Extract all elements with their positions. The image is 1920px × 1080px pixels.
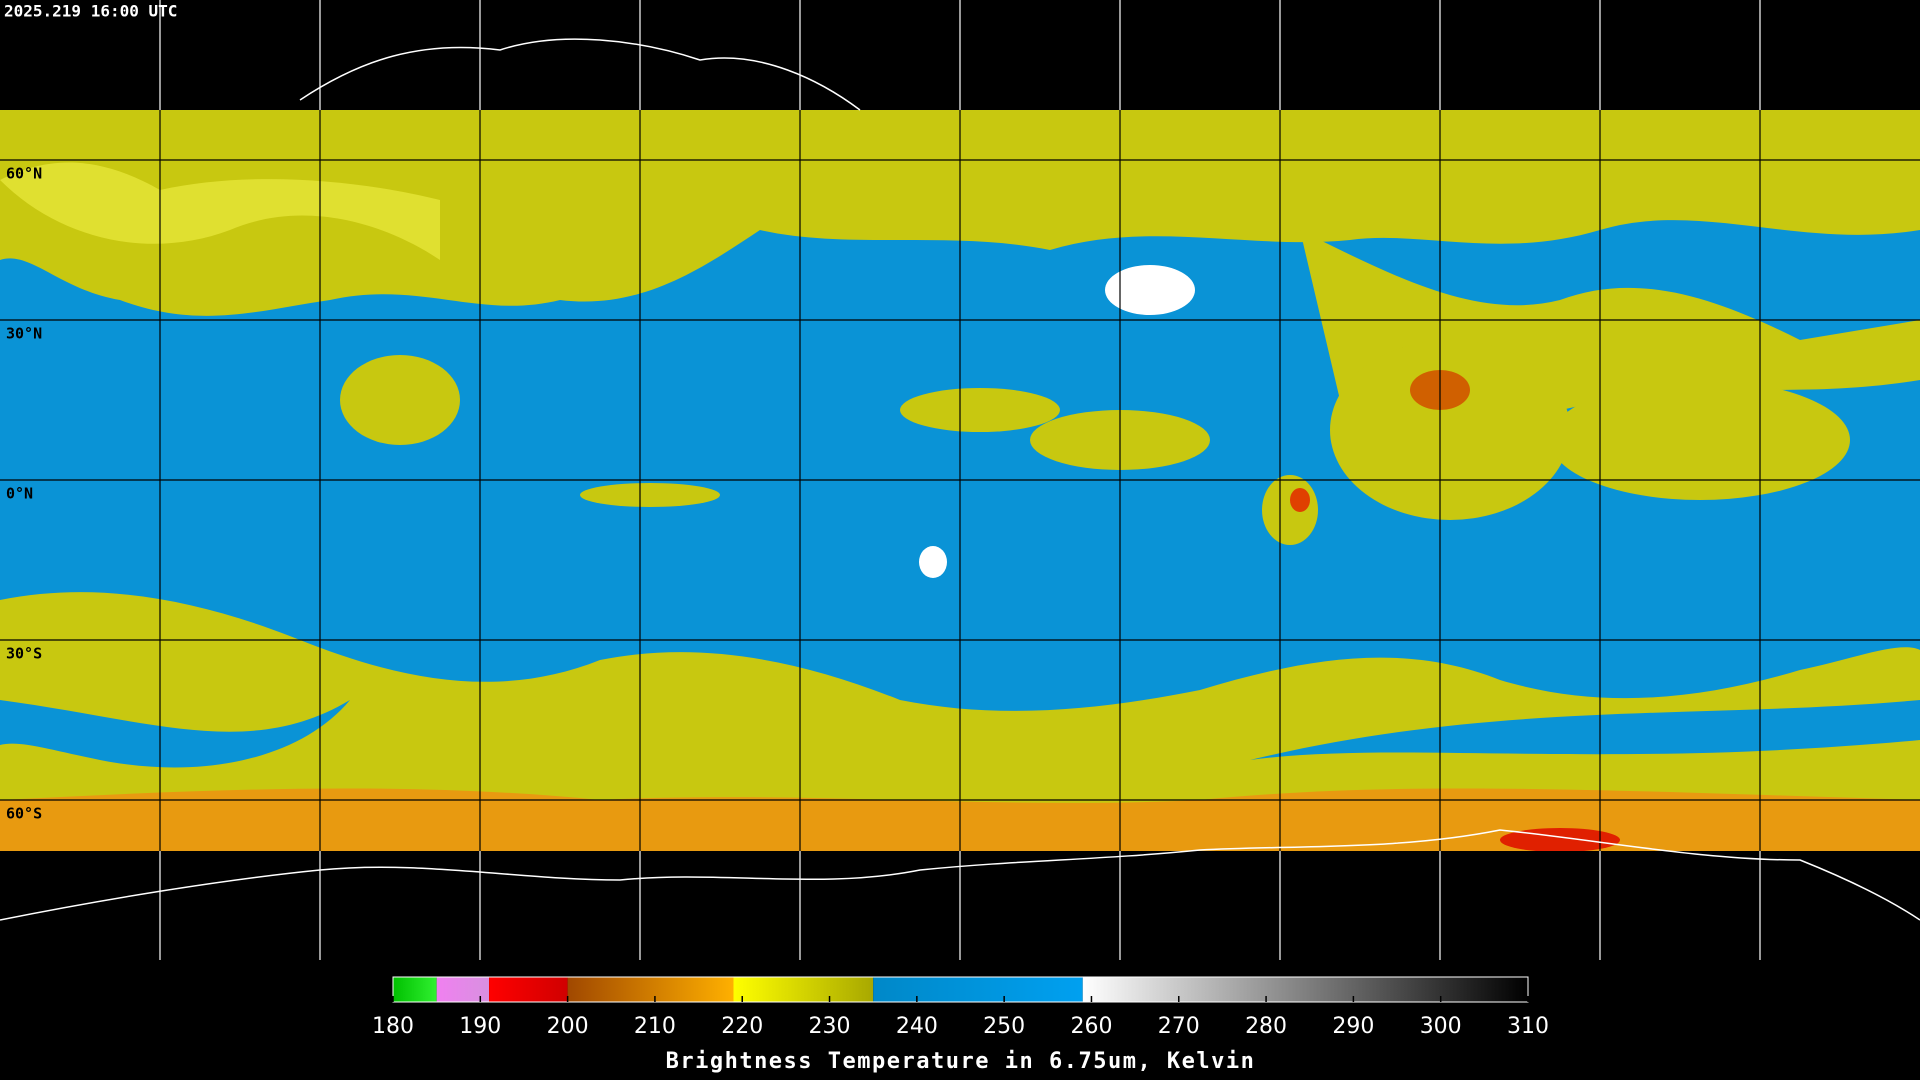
colorbar-tick-label: 190: [459, 1014, 501, 1039]
colorbar-segment: [436, 977, 490, 1002]
coastline: [299, 38, 861, 111]
latitude-label: 60°S: [6, 805, 42, 823]
colorbar-tick-label: 200: [547, 1014, 589, 1039]
colorbar-segment: [873, 977, 1083, 1002]
moist-tongue: [1250, 700, 1920, 760]
colorbar-tick-label: 220: [721, 1014, 763, 1039]
convection: [580, 483, 720, 507]
colorbar-tick-label: 280: [1245, 1014, 1287, 1039]
convection-core: [1290, 488, 1310, 512]
colorbar-tick-label: 250: [983, 1014, 1025, 1039]
colorbar-tick-label: 260: [1070, 1014, 1112, 1039]
colorbar-tick-label: 230: [809, 1014, 851, 1039]
convection: [1330, 340, 1570, 520]
colorbar-tick-label: 270: [1158, 1014, 1200, 1039]
colorbar-segment: [733, 977, 874, 1002]
colorbar-segment: [393, 977, 437, 1002]
latitude-label: 60°N: [6, 165, 42, 183]
dry-spot: [919, 546, 947, 578]
dry-swirl: [0, 162, 440, 260]
convection: [1550, 380, 1850, 500]
colorbar-segment: [489, 977, 568, 1002]
colorbar-tick-label: 300: [1420, 1014, 1462, 1039]
coastline: [0, 829, 1920, 921]
colorbar-segment: [1082, 977, 1528, 1002]
colorbar-tick-label: 290: [1332, 1014, 1374, 1039]
latitude-labels: 60°N 30°N 0°N 30°S 60°S: [6, 165, 42, 823]
convection: [1262, 475, 1318, 545]
latitude-label: 30°S: [6, 645, 42, 663]
latitude-label: 0°N: [6, 485, 33, 503]
colorbar: 180 190 200 210 220 230 240 250 260 270 280 290 300 3…: [372, 976, 1549, 1074]
colorbar-tick-label: 240: [896, 1014, 938, 1039]
convection: [340, 355, 460, 445]
colorbar-tick-label: 210: [634, 1014, 676, 1039]
colorbar-frame: [392, 976, 1529, 1003]
colorbar-tick-label: 310: [1507, 1014, 1549, 1039]
timestamp: 2025.219 16:00 UTC: [4, 2, 177, 21]
colorbar-title: Brightness Temperature in 6.75um, Kelvin: [666, 1049, 1256, 1074]
dry-spot: [1105, 265, 1195, 315]
colorbar-tick-label: 180: [372, 1014, 414, 1039]
graticule-inner: [0, 110, 1920, 851]
latitude-label: 30°N: [6, 325, 42, 343]
convection: [900, 388, 1060, 432]
colorbar-segment: [567, 977, 734, 1002]
moist-tongue: [0, 700, 350, 768]
